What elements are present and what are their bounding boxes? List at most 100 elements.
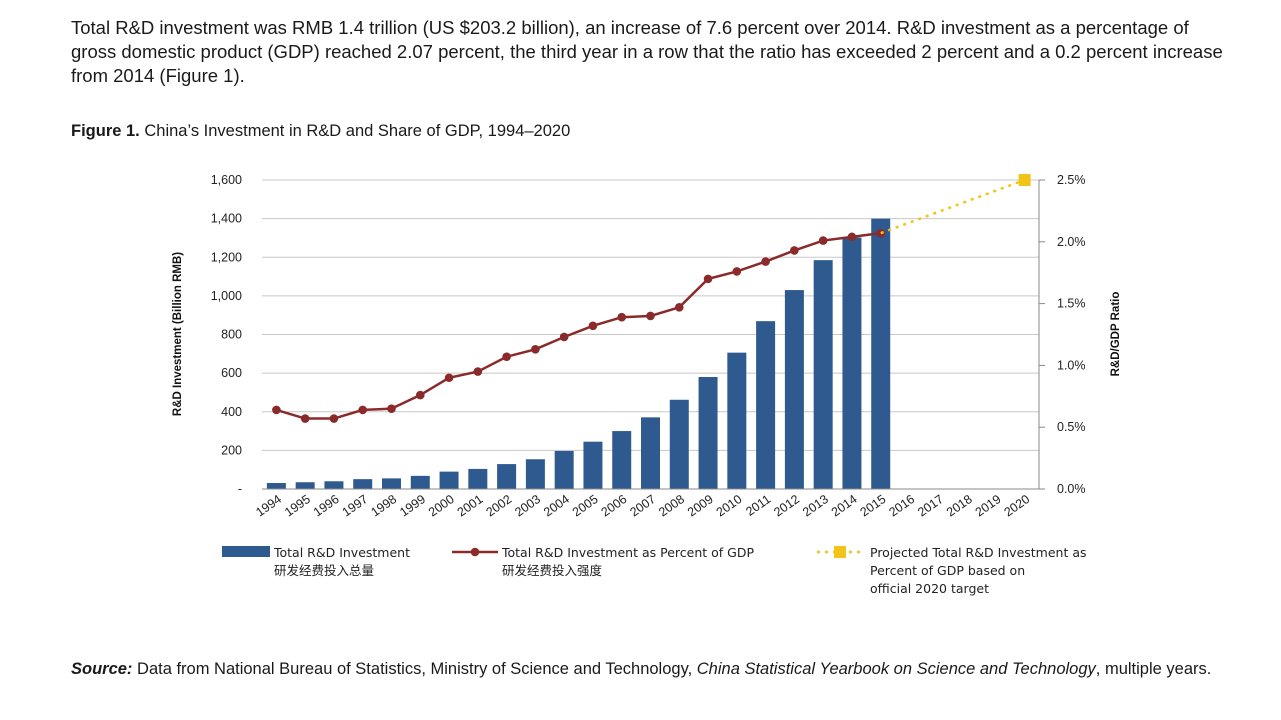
legend-label-projection: Projected Total R&D Investment as: [870, 545, 1087, 560]
y-tick-label: -: [238, 482, 242, 496]
x-tick-label: 2019: [973, 492, 1004, 519]
ratio-point: [387, 404, 396, 413]
ratio-point: [847, 232, 857, 242]
ratio-point: [358, 405, 368, 415]
x-tick-label: 2007: [627, 492, 658, 519]
ratio-point: [732, 267, 742, 276]
legend: Total R&D Investment 研发经费投入总量 Total R&D In…: [222, 545, 1087, 596]
x-tick-label: 2016: [886, 492, 917, 519]
bar: [698, 376, 718, 489]
ratio-point: [703, 274, 713, 284]
bar: [266, 483, 286, 489]
bar: [756, 321, 776, 489]
x-tick-label: 2003: [512, 492, 543, 519]
x-tick-label: 2006: [599, 492, 630, 519]
x-tick-label: 1994: [253, 492, 284, 519]
y2-tick-label: 0.5%: [1057, 420, 1086, 434]
line-series: [272, 174, 1031, 423]
ratio-line: [276, 231, 881, 420]
x-tick-label: 2008: [656, 492, 687, 519]
x-tick-label: 1999: [397, 492, 428, 519]
bar: [439, 471, 459, 489]
ratio-point: [502, 352, 511, 362]
ratio-point: [559, 332, 569, 342]
y-tick-label: 1,600: [211, 173, 242, 187]
y-tick-label: 1,400: [211, 212, 242, 226]
y-tick-label: 1,200: [211, 250, 242, 264]
x-tick-label: 2001: [455, 492, 486, 519]
x-tick-label: 2000: [426, 492, 457, 519]
x-tick-label: 1998: [368, 492, 399, 519]
bar: [813, 260, 833, 489]
bar: [324, 481, 344, 489]
legend-swatch-bar: [222, 546, 270, 557]
x-tick-label: 2011: [743, 492, 773, 519]
source-note: Source: Data from National Bureau of Sta…: [71, 658, 1231, 681]
y-tick-label: 1,000: [211, 289, 242, 303]
legend-swatch-marker: [834, 546, 846, 558]
bar: [784, 290, 804, 489]
ratio-point: [617, 312, 627, 322]
y-tick-label: 600: [221, 366, 242, 380]
projection-line: [880, 178, 1026, 235]
ratio-point: [674, 303, 684, 312]
legend-swatch-point: [470, 547, 480, 557]
bar: [410, 475, 430, 489]
figure-label: Figure 1.: [71, 122, 140, 140]
bar: [497, 464, 517, 489]
legend-label-projection: Percent of GDP based on: [870, 563, 1025, 578]
ratio-point: [646, 311, 655, 321]
ratio-point: [272, 405, 281, 415]
ratio-point: [588, 321, 598, 331]
ratio-point: [790, 246, 799, 255]
bar-series: [266, 218, 891, 489]
y2-axis-title: R&D/GDP Ratio: [1110, 292, 1122, 377]
source-label: Source:: [71, 660, 133, 678]
x-tick-label: 2005: [570, 492, 601, 519]
bar: [641, 417, 660, 489]
x-tick-label: 1995: [282, 492, 313, 519]
bar: [525, 459, 545, 489]
gridlines: [262, 179, 1039, 451]
intro-paragraph: Total R&D investment was RMB 1.4 trillio…: [71, 17, 1223, 86]
bar: [554, 450, 574, 489]
x-tick-label: 2009: [685, 492, 716, 519]
legend-label-bar: Total R&D Investment: [273, 545, 410, 560]
bar: [295, 482, 315, 489]
bar: [842, 237, 862, 489]
bar: [382, 478, 401, 489]
y-axis-title: R&D Investment (Billion RMB): [172, 252, 184, 416]
legend-label-projection: official 2020 target: [870, 581, 989, 596]
x-tick-label: 2014: [829, 492, 860, 519]
legend-label-bar-cn: 研发经费投入总量: [274, 563, 374, 578]
bar: [468, 468, 488, 489]
x-tick-label: 2013: [800, 492, 831, 519]
x-tick-label: 2010: [714, 492, 745, 519]
source-text-end: , multiple years.: [1095, 660, 1212, 678]
bar: [583, 441, 603, 489]
bar: [871, 218, 891, 489]
figure-title: Figure 1. China’s Investment in R&D and …: [71, 120, 570, 142]
x-tick-label: 1996: [311, 492, 342, 519]
x-tick-label: 2017: [915, 492, 946, 519]
ratio-point: [329, 414, 339, 423]
y-tick-label: 200: [221, 443, 242, 457]
legend-label-line: Total R&D Investment as Percent of GDP: [501, 545, 754, 560]
x-tick-label: 2012: [771, 492, 802, 519]
bar: [727, 352, 747, 489]
ratio-point: [761, 257, 770, 266]
y-tick-label: 800: [221, 328, 242, 342]
y2-tick-label: 1.0%: [1057, 358, 1086, 372]
x-tick-label: 1997: [340, 492, 371, 519]
x-tick-label: 2018: [944, 492, 975, 519]
x-tick-label: 2020: [1002, 492, 1033, 519]
x-tick-label: 2015: [858, 492, 889, 519]
y2-tick-label: 1.5%: [1057, 297, 1086, 311]
y2-tick-label: 2.0%: [1057, 235, 1086, 249]
x-tick-label: 2002: [484, 492, 515, 519]
bar: [612, 431, 632, 489]
projection-marker: [1018, 174, 1031, 186]
ratio-point: [531, 345, 540, 354]
ratio-point: [473, 367, 483, 376]
